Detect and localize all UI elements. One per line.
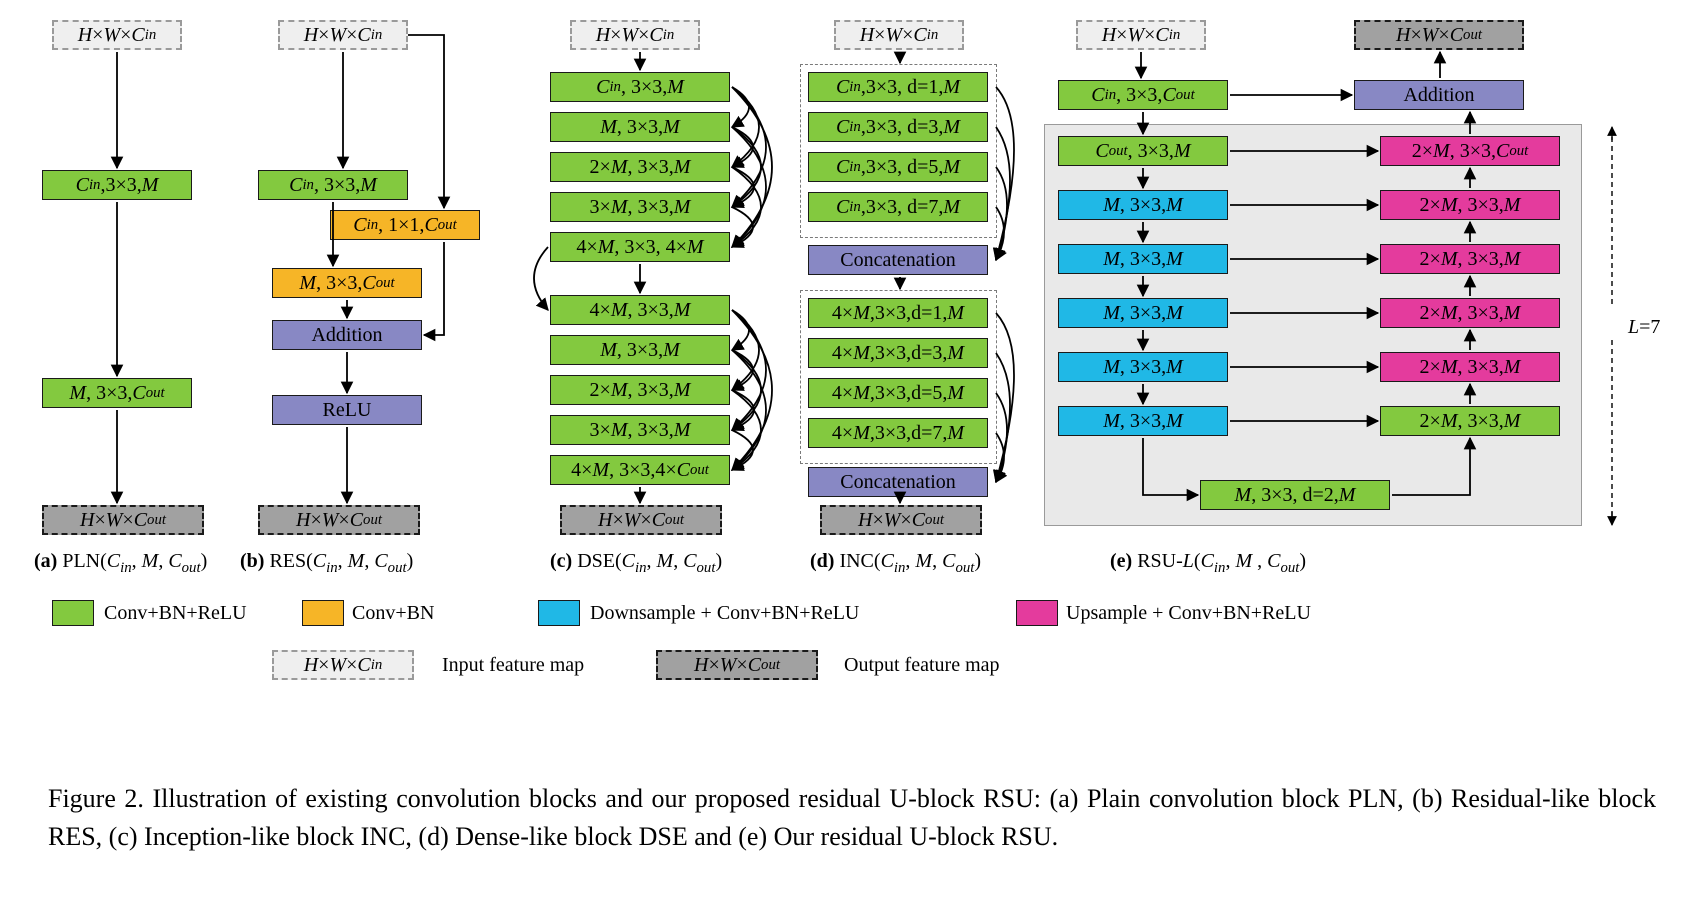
b-input: H×W×Cin [278,20,408,50]
d-output: H × W × Cout [820,505,982,535]
eR-0: 2×M, 3×3, Cout [1380,136,1560,166]
c-9: 4×M, 3×3,4× Cout [550,455,730,485]
a-conv1: Cin,3×3,M [42,170,192,200]
eR-2: 2×M, 3×3, M [1380,244,1560,274]
e-bottom: M, 3×3, d=2, M [1200,480,1390,510]
cap-b: (b) RES(Cin, M, Cout) [240,550,413,577]
eL-5: M, 3×3, M [1058,406,1228,436]
cap-c: (c) DSE(Cin, M, Cout) [550,550,722,577]
legend-green [52,600,94,626]
a-conv2: M, 3×3, Cout [42,378,192,408]
e-L7: L=7 [1628,316,1660,339]
legend-output-label: Output feature map [844,654,1000,677]
c-8: 3×M, 3×3, M [550,415,730,445]
c-5: 4×M, 3×3, M [550,295,730,325]
c-4: 4×M, 3×3, 4×M [550,232,730,262]
d2-3: 4×M,3×3,d=7, M [808,418,988,448]
cap-d: (d) INC(Cin, M, Cout) [810,550,981,577]
d-cat1: Concatenation [808,245,988,275]
d2-1: 4×M,3×3,d=3, M [808,338,988,368]
c-3: 3×M, 3×3, M [550,192,730,222]
b-output: H × W × Cout [258,505,420,535]
b-relu: ReLU [272,395,422,425]
eR-3: 2×M, 3×3, M [1380,298,1560,328]
d2-0: 4×M,3×3,d=1, M [808,298,988,328]
cap-a: (a) PLN(Cin, M, Cout) [34,550,207,577]
eL-1: M, 3×3, M [1058,190,1228,220]
legend-output-box: H × W × Cout [656,650,818,680]
d2-2: 4×M,3×3,d=5, M [808,378,988,408]
legend-green-label: Conv+BN+ReLU [104,602,247,625]
b-conv2: M, 3×3, Cout [272,268,422,298]
legend-blue-label: Downsample + Conv+BN+ReLU [590,602,859,625]
eL-2: M, 3×3, M [1058,244,1228,274]
c-0: Cin, 3×3, M [550,72,730,102]
b-skip: Cin, 1×1, Cout [330,210,480,240]
c-output: H × W × Cout [560,505,722,535]
a-input: H×W×Cin [52,20,182,50]
e-input: H×W×Cin [1076,20,1206,50]
d1-0: Cin,3×3, d=1, M [808,72,988,102]
eL-0: Cout, 3×3, M [1058,136,1228,166]
c-2: 2×M, 3×3, M [550,152,730,182]
c-6: M, 3×3, M [550,335,730,365]
legend-input-box: H×W×Cin [272,650,414,680]
e-add: Addition [1354,80,1524,110]
e-conv-in: Cin, 3×3, Cout [1058,80,1228,110]
c-1: M, 3×3, M [550,112,730,142]
legend-orange-label: Conv+BN [352,602,434,625]
eR-1: 2×M, 3×3, M [1380,190,1560,220]
cap-e: (e) RSU-L(Cin, M , Cout) [1110,550,1306,577]
figure-caption: Figure 2. Illustration of existing convo… [48,780,1656,855]
eL-4: M, 3×3, M [1058,352,1228,382]
eR-4: 2×M, 3×3, M [1380,352,1560,382]
legend-input-label: Input feature map [442,654,584,677]
eL-3: M, 3×3, M [1058,298,1228,328]
legend-magenta [1016,600,1058,626]
legend-orange [302,600,344,626]
c-7: 2×M, 3×3, M [550,375,730,405]
d-input: H×W×Cin [834,20,964,50]
d1-1: Cin,3×3, d=3, M [808,112,988,142]
legend-blue [538,600,580,626]
d1-2: Cin,3×3, d=5, M [808,152,988,182]
c-input: H×W×Cin [570,20,700,50]
legend-magenta-label: Upsample + Conv+BN+ReLU [1066,602,1311,625]
e-output: H × W × Cout [1354,20,1524,50]
b-conv1: Cin, 3×3, M [258,170,408,200]
a-output: H × W × Cout [42,505,204,535]
b-add: Addition [272,320,422,350]
d1-3: Cin,3×3, d=7, M [808,192,988,222]
d-cat2: Concatenation [808,467,988,497]
eR-5: 2×M, 3×3, M [1380,406,1560,436]
